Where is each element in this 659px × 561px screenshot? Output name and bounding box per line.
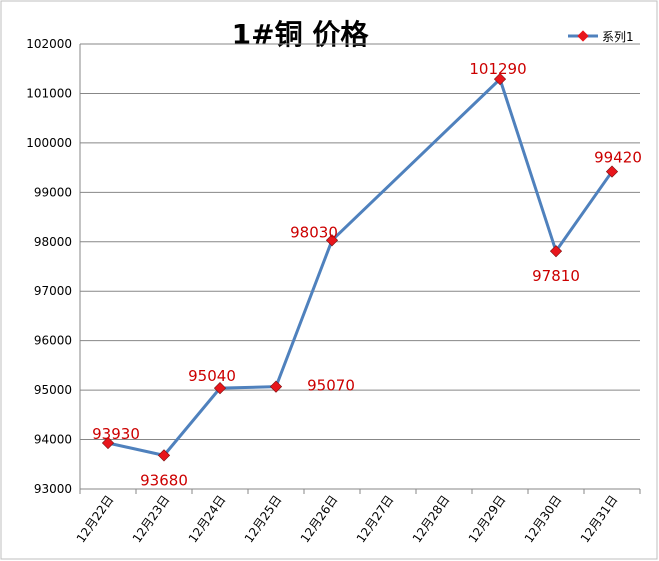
data-point [157,449,171,462]
data-point [101,436,115,450]
y-tick-label: 95000 [34,383,72,397]
data-point [605,165,619,178]
data-point [493,73,507,86]
data-label: 95040 [188,367,236,385]
data-point [213,382,227,395]
series: 93930 93680 95040 95070 98030 101290 97810 9942… [92,60,642,489]
y-tick-label: 96000 [34,334,72,348]
data-label: 99420 [594,149,642,167]
data-point [549,245,563,258]
data-label: 95070 [307,377,355,395]
data-label: 93680 [140,471,188,489]
data-label: 101290 [469,60,526,78]
y-tick-label: 93000 [34,482,72,496]
chart-title: 1#铜 价格 [232,18,370,51]
y-tick-label: 99000 [34,185,72,199]
y-tick-label: 97000 [34,284,72,298]
legend-label: 系列1 [602,30,634,44]
y-tick-label: 94000 [34,433,72,447]
data-point [269,380,283,393]
y-tick-label: 98000 [34,235,72,249]
y-tick-label: 100000 [26,136,72,150]
y-tick-label: 102000 [26,37,72,51]
data-point [325,234,339,247]
legend: 系列1 [568,30,634,44]
data-label: 98030 [290,223,338,241]
data-label: 93930 [92,425,140,443]
y-tick-label: 101000 [26,86,72,100]
series-line [107,77,614,457]
data-label: 97810 [532,267,580,285]
